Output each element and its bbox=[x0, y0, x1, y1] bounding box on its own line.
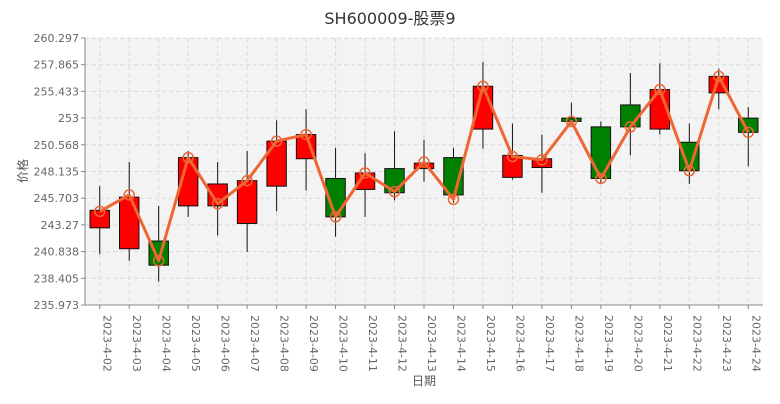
x-tick-label: 2023-4-12 bbox=[396, 315, 409, 372]
trend-point bbox=[506, 150, 519, 163]
trend-layer bbox=[93, 70, 755, 267]
y-tick-label: 257.865 bbox=[34, 59, 80, 72]
trend-point bbox=[93, 205, 106, 218]
trend-point bbox=[624, 121, 637, 133]
trend-point bbox=[565, 115, 578, 128]
axis-layer: 260.297 257.865 255.433 253 250.568 248.135 24… bbox=[34, 32, 763, 372]
trend-point bbox=[742, 126, 755, 139]
x-tick-label: 2023-4-14 bbox=[454, 315, 467, 372]
trend-point bbox=[477, 80, 489, 93]
x-tick-label: 2023-4-07 bbox=[248, 315, 261, 372]
candle-up bbox=[89, 209, 110, 229]
candle-down bbox=[590, 126, 612, 179]
x-tick-label: 2023-4-15 bbox=[484, 315, 497, 372]
y-tick-label: 255.433 bbox=[34, 85, 80, 98]
chart-title: SH600009-股票9 bbox=[324, 9, 455, 28]
trend-point bbox=[654, 83, 666, 96]
x-tick-label: 2023-4-04 bbox=[160, 315, 173, 372]
trend-point bbox=[713, 70, 725, 83]
x-tick-label: 2023-4-18 bbox=[572, 315, 585, 372]
candle-up bbox=[118, 196, 140, 250]
x-tick-label: 2023-4-10 bbox=[337, 315, 350, 372]
x-tick-label: 2023-4-09 bbox=[307, 315, 320, 372]
trend-point bbox=[152, 255, 165, 267]
trend-point bbox=[418, 156, 430, 168]
x-tick-label: 2023-4-06 bbox=[219, 315, 232, 372]
trend-point bbox=[595, 172, 607, 185]
x-tick-label: 2023-4-11 bbox=[366, 315, 379, 372]
y-tick-label: 238.405 bbox=[34, 272, 80, 285]
trend-line bbox=[99, 74, 750, 263]
x-tick-label: 2023-4-03 bbox=[130, 315, 143, 372]
trend-point bbox=[182, 151, 194, 164]
x-tick-label: 2023-4-19 bbox=[602, 315, 615, 372]
trend-point bbox=[270, 135, 283, 147]
y-tick-label: 260.297 bbox=[34, 32, 80, 45]
y-axis-label: 价格 bbox=[15, 159, 30, 183]
trend-point bbox=[388, 185, 401, 198]
trend-point bbox=[123, 189, 135, 201]
candle-down bbox=[384, 168, 405, 194]
trend-point bbox=[536, 154, 548, 166]
x-tick-label: 2023-4-16 bbox=[513, 315, 526, 372]
x-tick-label: 2023-4-13 bbox=[425, 315, 438, 372]
x-tick-label: 2023-4-24 bbox=[749, 315, 762, 372]
x-tick-label: 2023-4-02 bbox=[101, 315, 114, 372]
trend-point bbox=[329, 211, 342, 223]
x-tick-label: 2023-4-23 bbox=[720, 315, 733, 372]
x-tick-label: 2023-4-08 bbox=[278, 315, 291, 372]
x-tick-label: 2023-4-21 bbox=[661, 315, 674, 372]
y-tick-label: 243.27 bbox=[41, 219, 80, 232]
trend-point bbox=[683, 165, 696, 177]
trend-point bbox=[359, 167, 371, 179]
y-tick-label: 245.703 bbox=[34, 192, 80, 205]
trend-point bbox=[241, 174, 253, 187]
y-tick-label: 240.838 bbox=[34, 246, 80, 259]
trend-point bbox=[447, 193, 460, 206]
trend-point bbox=[211, 197, 224, 210]
y-tick-label: 250.568 bbox=[34, 139, 80, 152]
x-tick-label: 2023-4-22 bbox=[690, 315, 703, 372]
x-tick-label: 2023-4-05 bbox=[189, 315, 202, 372]
y-tick-label: 235.973 bbox=[34, 299, 80, 312]
trend-point bbox=[300, 128, 312, 141]
y-tick-label: 253 bbox=[58, 112, 79, 125]
y-tick-label: 248.135 bbox=[34, 166, 80, 179]
x-tick-label: 2023-4-20 bbox=[631, 315, 644, 372]
x-axis-label: 日期 bbox=[412, 374, 436, 388]
x-tick-label: 2023-4-17 bbox=[543, 315, 556, 372]
